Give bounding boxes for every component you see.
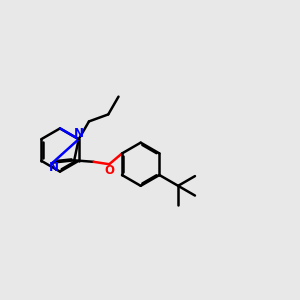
Text: N: N xyxy=(74,127,84,140)
Text: N: N xyxy=(49,161,59,175)
Text: O: O xyxy=(104,164,114,177)
